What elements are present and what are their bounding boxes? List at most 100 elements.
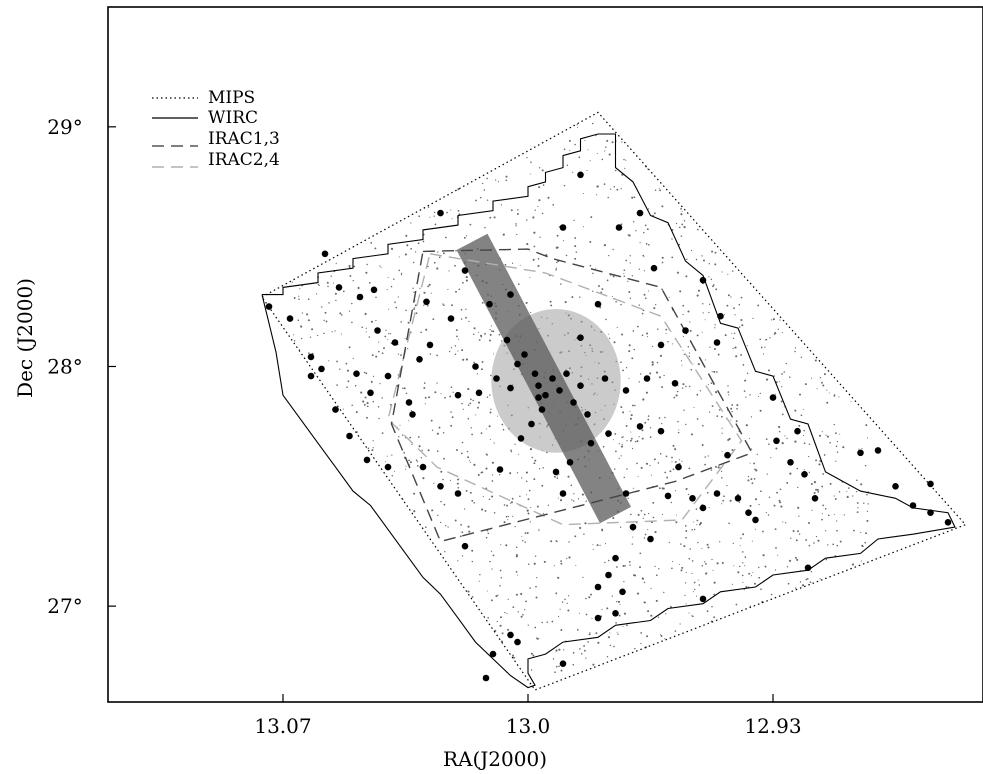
field-star <box>511 262 514 264</box>
field-star <box>629 297 632 299</box>
member-star-point <box>265 303 273 310</box>
field-star <box>538 468 541 470</box>
field-star <box>490 550 493 552</box>
field-star <box>728 522 730 525</box>
field-star <box>336 360 338 363</box>
field-star <box>447 526 449 528</box>
field-star <box>530 161 532 163</box>
field-star <box>466 450 469 453</box>
field-star <box>857 507 859 509</box>
field-star <box>516 553 518 556</box>
field-star <box>682 304 685 307</box>
field-star <box>696 595 698 597</box>
field-star <box>721 503 723 505</box>
field-star <box>572 171 574 173</box>
field-star <box>753 462 756 465</box>
field-star <box>672 561 674 563</box>
field-star <box>686 258 688 261</box>
field-star <box>616 631 618 633</box>
member-star-point <box>577 171 584 179</box>
field-star <box>853 529 855 532</box>
field-star <box>649 427 652 429</box>
field-star <box>409 461 412 464</box>
field-star <box>477 473 480 477</box>
field-star <box>665 332 667 335</box>
field-star <box>616 188 619 191</box>
field-star <box>371 449 374 452</box>
field-star <box>413 492 416 495</box>
field-star <box>682 313 684 316</box>
field-star <box>602 445 605 448</box>
field-star <box>448 270 450 272</box>
x-tick-label: 13.07 <box>254 714 311 738</box>
field-star <box>567 595 570 597</box>
field-star <box>489 560 491 563</box>
field-star <box>512 515 514 517</box>
field-star <box>345 362 348 365</box>
field-star <box>547 504 550 506</box>
field-star <box>630 414 633 417</box>
field-star <box>770 593 773 596</box>
field-star <box>406 244 409 247</box>
member-star-point <box>699 276 707 284</box>
field-star <box>499 624 502 627</box>
field-star <box>465 489 468 492</box>
field-star <box>443 304 445 306</box>
field-star <box>655 574 658 577</box>
field-star <box>493 353 495 355</box>
field-star <box>520 592 523 596</box>
field-star <box>532 258 535 261</box>
field-star <box>490 599 493 602</box>
field-star <box>400 354 402 356</box>
field-star <box>586 170 588 172</box>
field-star <box>819 377 822 379</box>
field-star <box>529 276 531 278</box>
field-star <box>485 467 488 470</box>
field-star <box>644 224 647 227</box>
field-star <box>680 543 682 545</box>
field-star <box>614 433 617 435</box>
field-star <box>509 472 512 475</box>
field-star <box>579 526 582 530</box>
field-star <box>598 285 600 287</box>
field-star <box>642 254 645 257</box>
field-star <box>583 649 586 652</box>
field-star <box>461 349 464 352</box>
field-star <box>529 173 531 175</box>
field-star <box>532 216 535 219</box>
field-star <box>498 473 501 476</box>
field-star <box>631 196 634 199</box>
field-star <box>702 259 706 262</box>
field-star <box>493 216 496 219</box>
field-star <box>798 533 801 535</box>
field-star <box>515 225 517 227</box>
member-star-point <box>629 523 637 531</box>
field-star <box>563 649 565 651</box>
field-star <box>293 334 295 336</box>
field-star <box>828 392 830 394</box>
field-star <box>493 442 495 444</box>
member-star-point <box>356 293 364 301</box>
field-star <box>590 216 593 219</box>
x-axis-ticks: 13.07 13.0 12.93 <box>254 694 802 738</box>
field-star <box>681 387 684 389</box>
field-star <box>491 461 494 464</box>
field-star <box>525 600 528 603</box>
field-star <box>697 363 700 366</box>
field-star <box>489 394 491 396</box>
field-star <box>711 405 714 408</box>
field-star <box>623 158 625 161</box>
field-star <box>527 563 530 565</box>
member-star-point <box>447 315 455 322</box>
field-star <box>468 530 471 533</box>
field-star <box>746 372 749 375</box>
field-star <box>679 290 682 293</box>
field-star <box>491 330 493 332</box>
field-star <box>574 257 577 260</box>
field-star <box>473 327 476 330</box>
field-star <box>805 578 808 581</box>
field-star <box>803 442 806 445</box>
field-star <box>489 438 491 441</box>
field-star <box>658 417 661 419</box>
field-star <box>639 242 641 244</box>
